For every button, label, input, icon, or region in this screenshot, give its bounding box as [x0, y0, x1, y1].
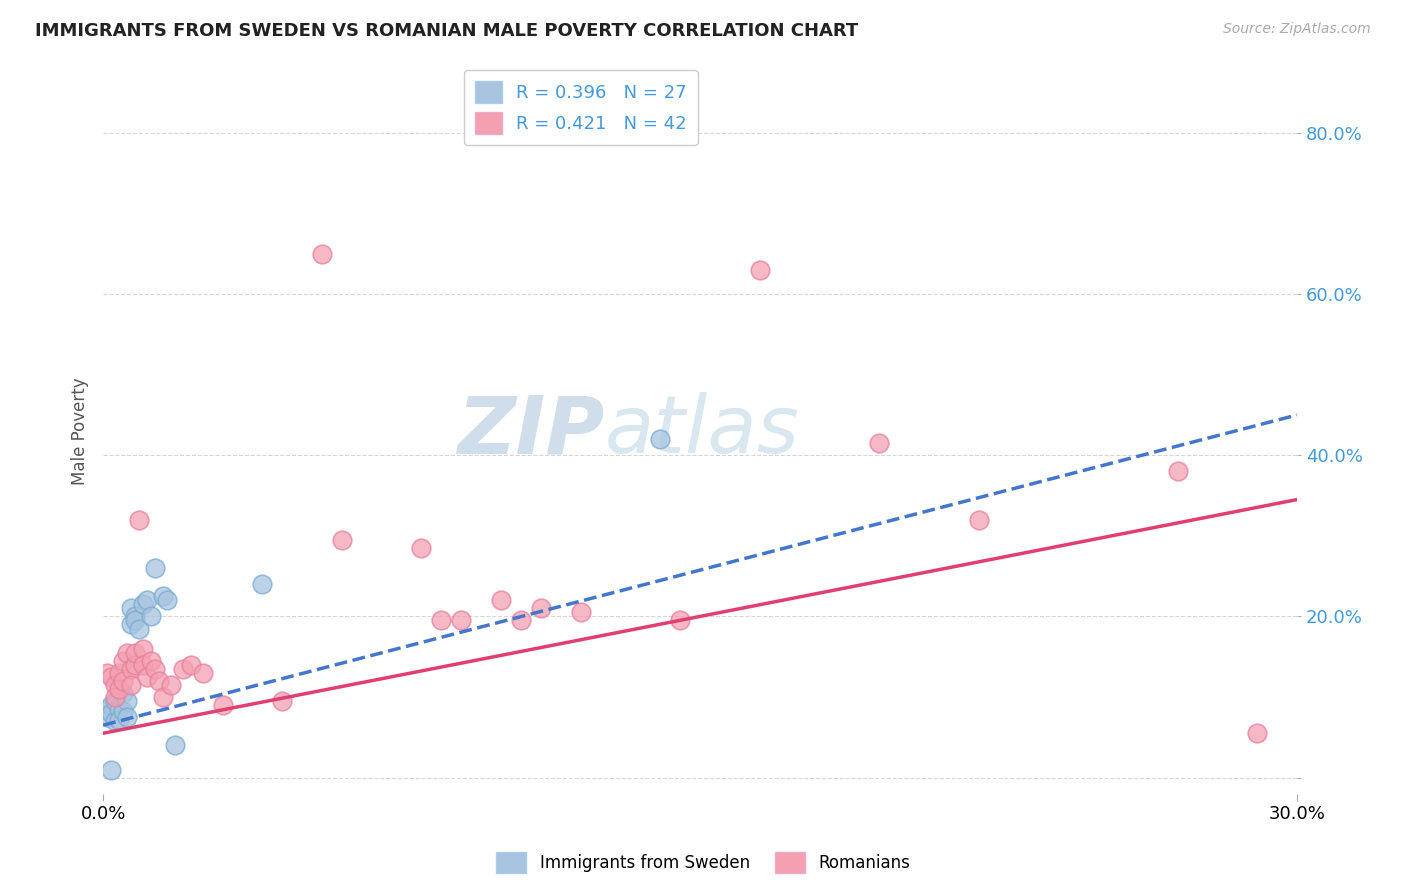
Point — [135, 670, 157, 684]
Point — [115, 710, 138, 724]
Point — [112, 673, 135, 688]
Point — [124, 614, 146, 628]
Point — [96, 702, 118, 716]
Point — [180, 657, 202, 672]
Point — [120, 678, 142, 692]
Point — [252, 577, 274, 591]
Text: IMMIGRANTS FROM SWEDEN VS ROMANIAN MALE POVERTY CORRELATION CHART: IMMIGRANTS FROM SWEDEN VS ROMANIAN MALE … — [35, 22, 859, 40]
Point — [115, 646, 138, 660]
Text: Source: ZipAtlas.com: Source: ZipAtlas.com — [1223, 22, 1371, 37]
Point — [1246, 726, 1268, 740]
Point — [669, 614, 692, 628]
Point — [135, 593, 157, 607]
Text: atlas: atlas — [605, 392, 799, 470]
Point — [100, 670, 122, 684]
Point — [330, 533, 353, 547]
Point — [152, 690, 174, 704]
Text: ZIP: ZIP — [457, 392, 605, 470]
Point — [311, 247, 333, 261]
Point — [530, 601, 553, 615]
Point — [163, 739, 186, 753]
Point — [108, 702, 131, 716]
Point — [152, 589, 174, 603]
Point — [139, 609, 162, 624]
Point — [450, 614, 472, 628]
Point — [156, 593, 179, 607]
Point — [510, 614, 533, 628]
Point — [411, 541, 433, 555]
Point — [120, 617, 142, 632]
Point — [569, 606, 592, 620]
Point — [489, 593, 512, 607]
Point — [148, 673, 170, 688]
Point — [108, 713, 131, 727]
Point — [430, 614, 453, 628]
Point — [191, 665, 214, 680]
Point — [1167, 464, 1189, 478]
Point — [112, 654, 135, 668]
Point — [104, 690, 127, 704]
Point — [120, 662, 142, 676]
Point — [132, 597, 155, 611]
Point — [132, 657, 155, 672]
Point — [115, 694, 138, 708]
Point — [112, 705, 135, 719]
Point — [748, 263, 770, 277]
Point — [132, 641, 155, 656]
Point — [124, 609, 146, 624]
Legend: R = 0.396   N = 27, R = 0.421   N = 42: R = 0.396 N = 27, R = 0.421 N = 42 — [464, 70, 697, 145]
Point — [128, 513, 150, 527]
Point — [100, 706, 122, 720]
Point — [100, 698, 122, 712]
Point — [124, 657, 146, 672]
Point — [271, 694, 294, 708]
Point — [650, 432, 672, 446]
Point — [159, 678, 181, 692]
Point — [104, 694, 127, 708]
Y-axis label: Male Poverty: Male Poverty — [72, 377, 89, 485]
Point — [120, 601, 142, 615]
Point — [143, 662, 166, 676]
Point — [112, 686, 135, 700]
Point — [124, 646, 146, 660]
Point — [868, 436, 890, 450]
Point — [96, 710, 118, 724]
Legend: Immigrants from Sweden, Romanians: Immigrants from Sweden, Romanians — [489, 846, 917, 880]
Point — [211, 698, 233, 712]
Point — [139, 654, 162, 668]
Point — [108, 681, 131, 696]
Point — [143, 561, 166, 575]
Point — [128, 622, 150, 636]
Point — [108, 665, 131, 680]
Point — [967, 513, 990, 527]
Point — [104, 714, 127, 728]
Point — [100, 763, 122, 777]
Point — [96, 665, 118, 680]
Point — [172, 662, 194, 676]
Point — [104, 678, 127, 692]
